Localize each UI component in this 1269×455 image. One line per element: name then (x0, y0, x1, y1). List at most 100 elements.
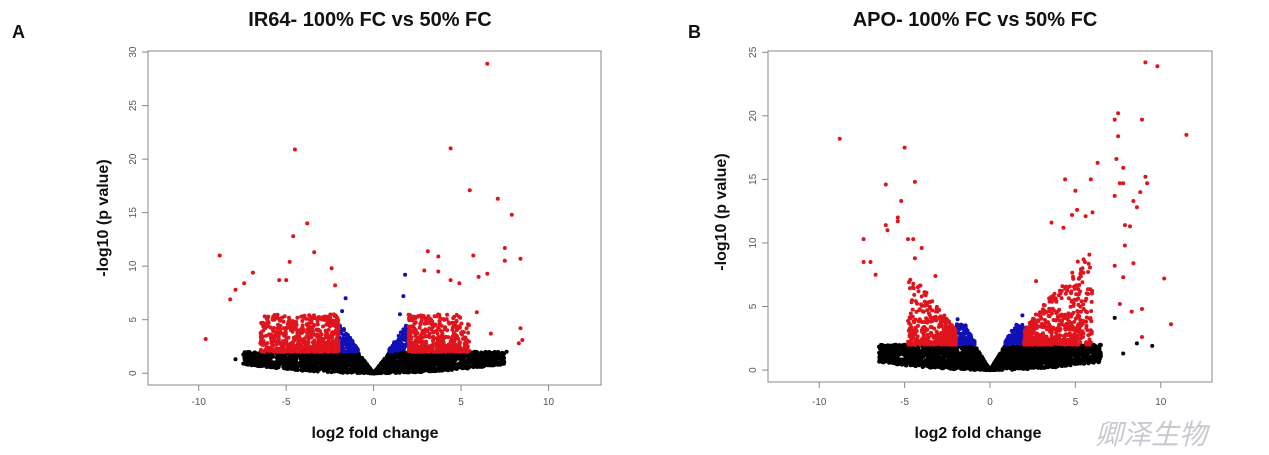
chart-title: APO- 100% FC vs 50% FC (853, 9, 1098, 31)
x-tick-label: 5 (458, 397, 464, 408)
point-significant (451, 347, 456, 352)
point-blue (397, 312, 402, 317)
y-tick-label: 20 (128, 153, 139, 165)
point-not-significant (304, 362, 308, 367)
x-axis-title: log2 fold change (311, 425, 438, 442)
point-not-significant (351, 361, 356, 365)
point-blue (340, 342, 345, 347)
point-significant (456, 336, 461, 341)
point-not-significant (316, 354, 321, 359)
point-significant (290, 347, 295, 352)
point-not-significant (478, 359, 483, 363)
point-significant (319, 338, 324, 342)
point-significant (294, 319, 299, 324)
point-significant (305, 221, 310, 226)
point-not-significant (388, 370, 393, 374)
point-significant (424, 321, 429, 326)
point-not-significant (487, 350, 492, 354)
point-not-significant (427, 363, 432, 368)
point-significant (443, 335, 447, 340)
point-not-significant (368, 371, 373, 375)
point-not-significant (412, 369, 417, 374)
point-significant (450, 327, 455, 332)
point-not-significant (388, 354, 393, 359)
point-blue (344, 337, 349, 342)
point-significant (312, 323, 317, 327)
point-not-significant (401, 365, 406, 370)
point-blue (350, 339, 355, 344)
point-not-significant (455, 365, 460, 370)
point-significant (275, 347, 280, 352)
point-blue (401, 294, 406, 299)
point-blue (388, 347, 393, 352)
point-not-significant (480, 364, 485, 369)
point-not-significant (330, 357, 335, 362)
y-tick-label: 20 (748, 110, 759, 122)
point-not-significant (384, 370, 389, 375)
point-blue (397, 340, 401, 345)
point-significant (431, 330, 436, 335)
point-not-significant (426, 369, 431, 374)
point-significant (311, 332, 316, 337)
point-significant (417, 325, 422, 330)
point-not-significant (348, 357, 353, 361)
point-significant (438, 336, 443, 341)
point-not-significant (414, 366, 419, 371)
point-not-significant (323, 367, 328, 372)
point-significant (250, 270, 255, 275)
point-significant (288, 341, 293, 346)
point-significant (300, 323, 305, 328)
point-significant (434, 314, 439, 319)
point-not-significant (465, 366, 470, 371)
point-not-significant (501, 354, 506, 359)
point-not-significant (479, 350, 484, 355)
point-not-significant (252, 353, 257, 358)
point-significant (518, 326, 523, 331)
point-significant (302, 338, 307, 343)
x-tick-label: -5 (900, 397, 909, 408)
point-significant (422, 330, 427, 335)
point-not-significant (243, 352, 248, 357)
point-not-significant (487, 363, 492, 368)
point-not-significant (491, 351, 496, 356)
point-blue (351, 343, 356, 348)
point-not-significant (284, 357, 289, 362)
point-significant (335, 321, 340, 326)
x-tick-label: -10 (191, 397, 206, 408)
point-significant (287, 317, 292, 322)
point-not-significant (277, 359, 282, 364)
point-not-significant (293, 361, 298, 366)
point-not-significant (341, 368, 346, 373)
point-significant (264, 316, 269, 321)
point-not-significant (305, 354, 309, 359)
point-significant (323, 314, 327, 319)
point-significant (458, 315, 463, 320)
point-significant (331, 339, 336, 344)
point-significant (284, 349, 288, 353)
point-significant (457, 281, 462, 286)
point-significant (312, 339, 317, 344)
point-not-significant (314, 360, 319, 365)
point-not-significant (359, 367, 364, 372)
point-blue (399, 346, 404, 351)
y-axis-title: -log10 (p value) (95, 159, 112, 276)
x-axis-title: log2 fold change (914, 425, 1041, 442)
x-tick-label: 10 (543, 397, 555, 408)
point-significant (408, 336, 413, 341)
point-significant (442, 343, 447, 347)
y-tick-label: 25 (128, 100, 139, 112)
point-significant (466, 330, 471, 335)
point-significant (411, 330, 416, 335)
point-significant (425, 249, 430, 254)
point-significant (336, 342, 341, 347)
point-not-significant (294, 365, 298, 370)
point-not-significant (483, 354, 488, 358)
point-significant (442, 327, 447, 332)
point-significant (233, 287, 238, 292)
point-significant (310, 327, 315, 332)
point-significant (263, 325, 268, 330)
point-not-significant (323, 360, 328, 365)
point-significant (438, 328, 443, 333)
point-not-significant (307, 366, 312, 371)
point-significant (315, 322, 320, 327)
